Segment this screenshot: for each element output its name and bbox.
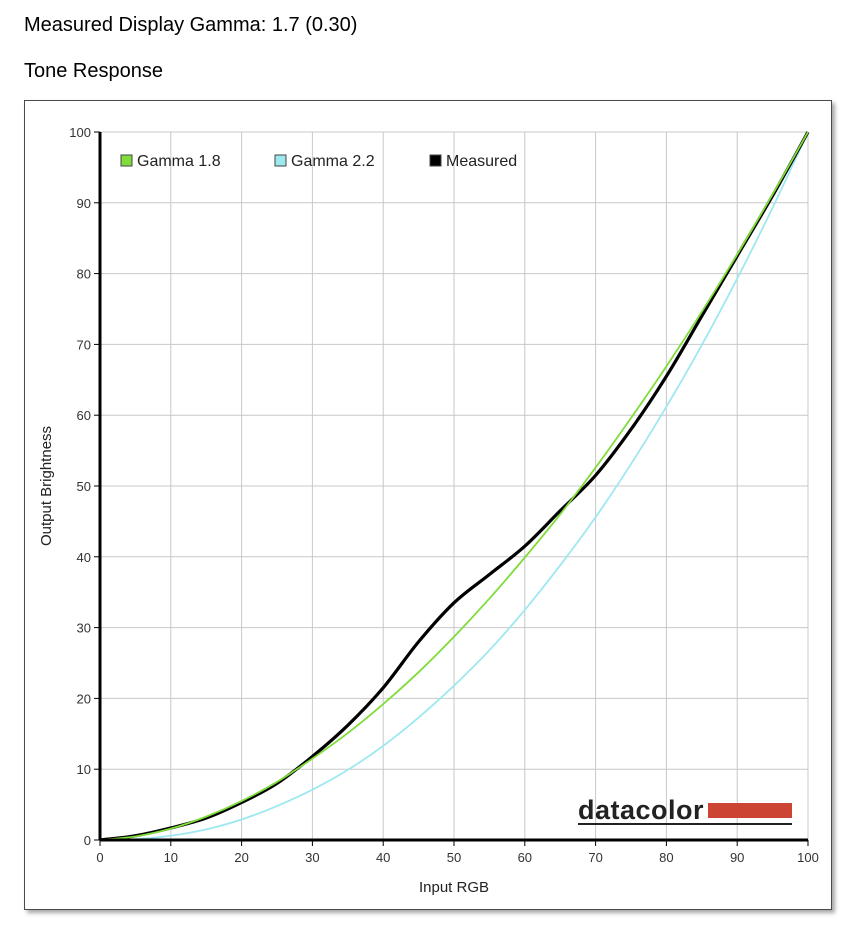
grid (99, 131, 809, 841)
y-tick-label: 40 (77, 550, 91, 565)
x-tick-labels: 0 10 20 30 40 50 60 70 80 90 100 (96, 840, 819, 865)
y-tick-label: 90 (77, 196, 91, 211)
y-axis-title: Output Brightness (38, 426, 55, 546)
x-axis-title: Input RGB (419, 879, 489, 896)
legend-label-gamma-2-2: Gamma 2.2 (291, 153, 375, 170)
logo-red-bar (708, 803, 792, 818)
legend-label-gamma-1-8: Gamma 1.8 (137, 153, 221, 170)
series-lines (99, 131, 810, 842)
y-tick-label: 20 (77, 691, 91, 706)
x-tick-label: 70 (588, 850, 602, 865)
x-tick-label: 0 (96, 850, 103, 865)
y-tick-label: 0 (84, 833, 91, 848)
x-tick-label: 30 (305, 850, 319, 865)
measured-gamma-heading: Measured Display Gamma: 1.7 (0.30) (24, 14, 358, 36)
tone-response-chart: 0 10 20 30 40 50 60 70 80 90 100 0 10 20 30 40 50 60 70 80… (38, 125, 819, 896)
y-tick-label: 30 (77, 621, 91, 636)
series-line-gamma-2-2 (99, 131, 809, 841)
x-tick-label: 100 (797, 850, 819, 865)
legend-swatch-measured (429, 154, 442, 167)
y-tick-label: 50 (77, 479, 91, 494)
legend-swatch-gamma-1-8 (120, 154, 133, 167)
legend-swatch-gamma-2-2 (274, 154, 287, 167)
series-line-measured (99, 131, 810, 842)
series-line-gamma-1-8 (99, 131, 809, 841)
legend-label-measured: Measured (446, 153, 517, 170)
tone-response-heading: Tone Response (24, 60, 163, 82)
y-tick-label: 80 (77, 267, 91, 282)
y-tick-label: 10 (77, 762, 91, 777)
chart-frame: 0 10 20 30 40 50 60 70 80 90 100 0 10 20 30 40 50 60 70 80… (24, 100, 832, 910)
x-tick-label: 60 (518, 850, 532, 865)
x-tick-label: 50 (447, 850, 461, 865)
x-tick-label: 20 (234, 850, 248, 865)
y-tick-label: 70 (77, 337, 91, 352)
x-tick-label: 10 (164, 850, 178, 865)
x-tick-label: 90 (730, 850, 744, 865)
logo-wordmark: datacolor (578, 795, 704, 825)
y-tick-label: 100 (69, 125, 91, 140)
y-tick-labels: 0 10 20 30 40 50 60 70 80 90 100 (69, 125, 100, 848)
x-tick-label: 40 (376, 850, 390, 865)
legend: Gamma 1.8 Gamma 2.2 Measured (120, 153, 517, 170)
datacolor-logo: datacolor (578, 795, 792, 825)
x-tick-label: 80 (659, 850, 673, 865)
y-tick-label: 60 (77, 408, 91, 423)
